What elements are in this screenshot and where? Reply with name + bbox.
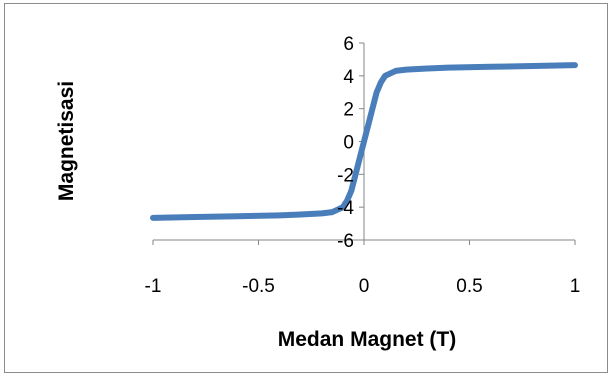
y-tick-label: -4 (337, 198, 354, 219)
x-tick-label: 1 (570, 276, 581, 297)
y-tick-label: 6 (343, 34, 354, 55)
x-axis-title: Medan Magnet (T) (278, 328, 457, 351)
x-tick-label: 0 (359, 276, 370, 297)
x-tick-label: -0.5 (242, 276, 275, 297)
x-tick-label: 0.5 (456, 276, 482, 297)
x-tick-label: -1 (145, 276, 162, 297)
magnetization-chart: 6 4 2 0 -2 -4 -6 -1 -0.5 0 0.5 1 Medan Magnet (T) M… (55, 34, 581, 351)
series-layer (150, 62, 578, 221)
y-tick-label: -2 (337, 165, 354, 186)
y-tick-label: 2 (343, 100, 354, 121)
y-axis-title: Magnetisasi (55, 81, 78, 201)
y-tick-label: 0 (343, 133, 354, 154)
tick-labels: 6 4 2 0 -2 -4 -6 -1 -0.5 0 0.5 1 (145, 34, 581, 297)
chart-frame: 6 4 2 0 -2 -4 -6 -1 -0.5 0 0.5 1 Medan Magnet (T) M… (4, 3, 608, 373)
y-tick-label: -6 (337, 231, 354, 252)
series-line-0 (150, 62, 578, 221)
y-tick-label: 4 (343, 67, 354, 88)
